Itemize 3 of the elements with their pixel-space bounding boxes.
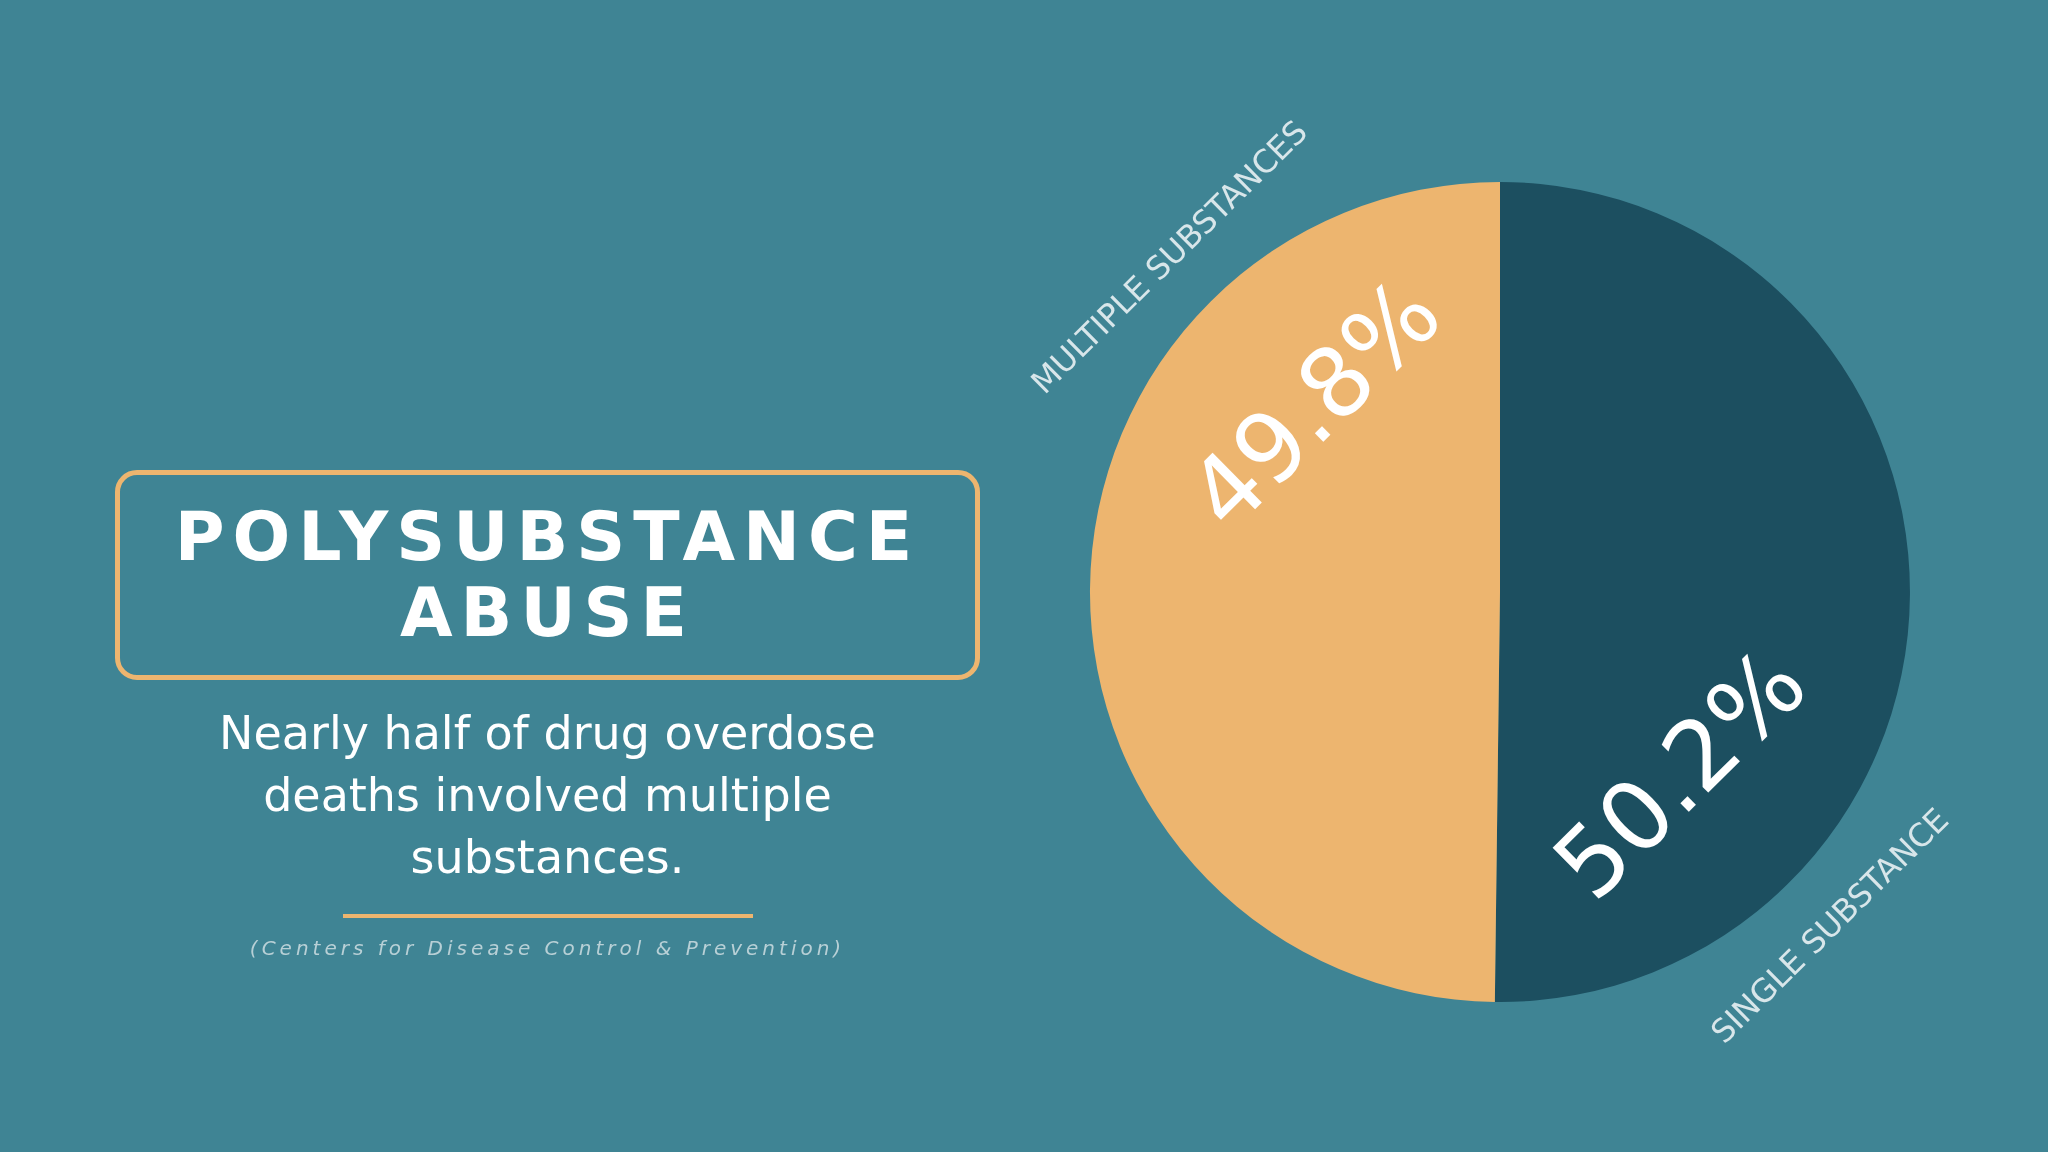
text: (Centers for Disease Control & Prevention)	[248, 936, 847, 960]
text: POLYSUBSTANCE ABUSE	[115, 470, 980, 680]
text: Nearly half of drug overdose deaths involved multiple substances.	[218, 705, 877, 886]
